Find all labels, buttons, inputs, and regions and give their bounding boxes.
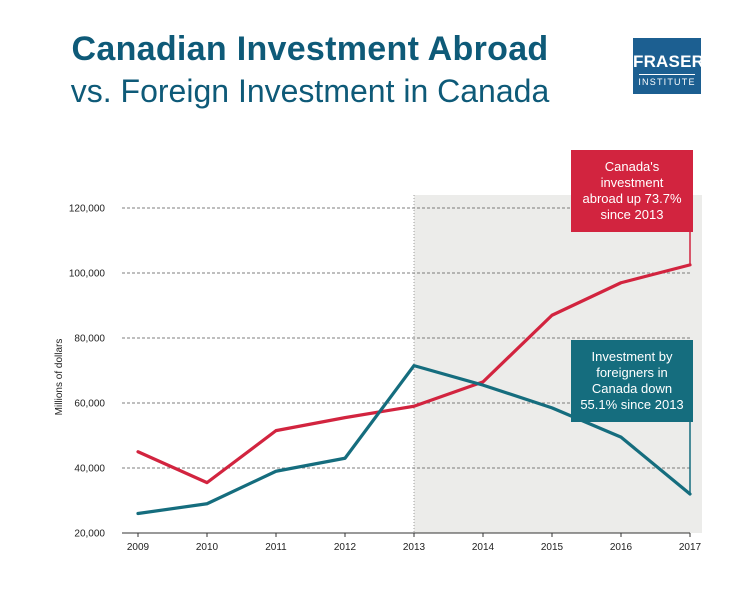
- x-tick-label: 2010: [196, 542, 219, 553]
- x-tick-label: 2013: [403, 542, 426, 553]
- x-tick-label: 2016: [610, 542, 633, 553]
- y-tick-label: 60,000: [74, 399, 105, 410]
- x-tick-label: 2012: [334, 542, 357, 553]
- y-tick-label: 40,000: [74, 464, 105, 475]
- y-tick-label: 20,000: [74, 529, 105, 540]
- chart-subtitle: vs. Foreign Investment in Canada: [70, 73, 550, 109]
- y-tick-label: 100,000: [69, 269, 106, 280]
- x-tick-label: 2009: [127, 542, 150, 553]
- y-tick-label: 120,000: [69, 204, 106, 215]
- gridlines: [122, 195, 690, 533]
- x-tick-label: 2017: [679, 542, 702, 553]
- y-tick-label: 80,000: [74, 334, 105, 345]
- logo-text-fraser: FRASER: [633, 52, 705, 71]
- x-tick-label: 2011: [265, 542, 287, 553]
- y-axis-ticks: 20,000 40,000 60,000 80,000 100,000 120,000: [69, 204, 106, 540]
- chart-title: Canadian Investment Abroad: [71, 30, 549, 68]
- series-line-foreign-in-canada: [136, 364, 692, 516]
- series-lines: [136, 263, 692, 516]
- canada-abroad-callout: Canada's investment abroad up 73.7% sinc…: [571, 150, 693, 232]
- x-axis-ticks: 2009 2010 2011 2012 2013 2014 2015 2016 2017: [127, 533, 702, 553]
- logo-text-institute: INSTITUTE: [638, 77, 696, 87]
- y-axis-label: Millions of dollars: [54, 339, 65, 416]
- foreign-investment-callout: Investment by foreigners in Canada down …: [571, 340, 693, 422]
- series-line-canada-abroad: [136, 263, 692, 485]
- logo-divider: [639, 74, 695, 75]
- fraser-institute-logo: FRASER INSTITUTE: [633, 38, 705, 94]
- x-tick-label: 2014: [472, 542, 495, 553]
- x-tick-label: 2015: [541, 542, 564, 553]
